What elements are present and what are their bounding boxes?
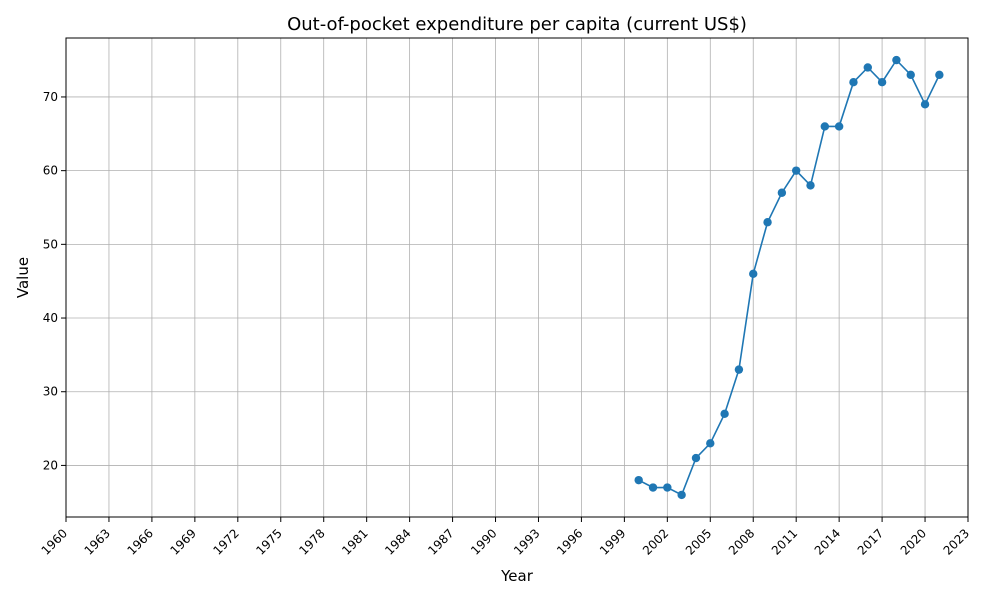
x-tick-label: 1984 <box>382 526 413 557</box>
data-point <box>777 188 787 197</box>
x-tick-label: 2017 <box>855 526 886 557</box>
data-point <box>806 181 815 190</box>
y-tick-label: 20 <box>43 458 58 472</box>
x-tick-label: 1987 <box>425 526 456 557</box>
x-tick-label: 1972 <box>210 526 241 557</box>
data-point <box>706 439 715 448</box>
y-tick-label: 60 <box>43 164 58 178</box>
x-axis-label: Year <box>500 567 534 585</box>
x-tick-label: 2014 <box>812 526 843 557</box>
data-point <box>763 218 772 227</box>
data-point <box>849 78 858 87</box>
x-tick-label: 1996 <box>554 526 585 557</box>
data-point <box>677 490 686 500</box>
x-tick-label: 2005 <box>683 526 714 557</box>
data-point <box>663 483 672 492</box>
x-tick-label: 2011 <box>769 526 800 557</box>
x-tick-label: 1981 <box>339 526 370 557</box>
x-tick-label: 2020 <box>898 526 929 557</box>
y-axis: 20 30 40 50 60 70 <box>43 90 66 472</box>
series-line <box>638 58 941 497</box>
data-point <box>935 70 944 80</box>
x-tick-label: 1990 <box>468 526 499 557</box>
plot-area <box>65 37 969 518</box>
data-point <box>648 483 658 492</box>
data-point <box>734 365 744 374</box>
data-point <box>820 122 830 131</box>
x-tick-label: 2008 <box>726 526 757 557</box>
data-point <box>791 166 801 175</box>
x-tick-label: 1975 <box>253 526 284 557</box>
x-tick-label: 2023 <box>941 526 972 557</box>
data-point <box>691 453 701 463</box>
data-point <box>920 100 930 109</box>
y-tick-label: 70 <box>43 90 58 104</box>
x-tick-label: 1999 <box>597 526 628 557</box>
data-point <box>877 78 887 87</box>
y-tick-label: 50 <box>43 237 58 251</box>
x-axis: 1960 1963 1966 1969 1972 1975 1978 1981 1984 1987… <box>39 517 972 558</box>
x-tick-label: 1963 <box>82 526 113 557</box>
data-point <box>834 122 844 131</box>
data-point <box>720 409 729 419</box>
x-tick-label: 1978 <box>296 526 327 557</box>
grid <box>65 38 969 517</box>
data-point <box>863 63 872 72</box>
data-point <box>906 70 915 80</box>
data-point <box>749 269 758 279</box>
x-tick-label: 2002 <box>640 526 671 557</box>
y-tick-label: 40 <box>43 311 58 325</box>
x-tick-label: 1960 <box>39 526 70 557</box>
x-tick-label: 1969 <box>167 526 198 557</box>
x-tick-label: 1993 <box>511 526 542 557</box>
data-point <box>634 475 643 485</box>
y-tick-label: 30 <box>43 385 58 399</box>
series <box>634 55 944 500</box>
data-point <box>892 55 901 65</box>
x-tick-label: 1966 <box>125 526 156 557</box>
chart-title: Out-of-pocket expenditure per capita (cu… <box>287 14 747 35</box>
y-axis-label: Value <box>14 257 32 298</box>
